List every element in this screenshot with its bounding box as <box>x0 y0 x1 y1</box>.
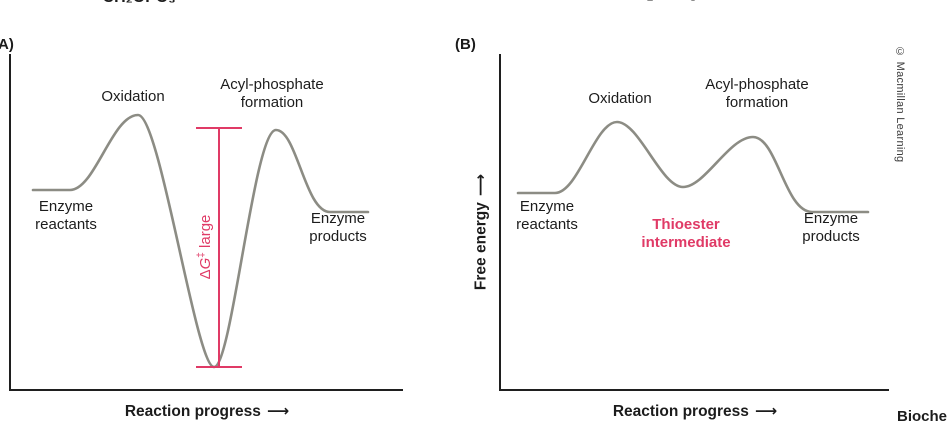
panel-a-acyl-line2: formation <box>240 94 304 111</box>
panel-a-top-formula: CH₂OPO₃²⁻ <box>103 0 190 7</box>
thioester-line2: intermediate <box>641 234 731 251</box>
panel-a-tag: (A) <box>0 36 14 53</box>
panel-a-products-line2: products <box>309 228 367 245</box>
panel-b-reactants-line1: Enzyme <box>519 198 575 215</box>
panel-b-y-axis-label: Free energy⟶ <box>472 173 490 291</box>
panel-b-x-axis-label: Reaction progress ⟶ <box>612 403 778 420</box>
up-arrow-icon: ⟶ <box>0 177 1 205</box>
panel-b-axes <box>499 54 889 391</box>
panel-b-products-line2: products <box>802 228 860 245</box>
g-symbol: G <box>197 257 214 270</box>
panel-a-y-axis-label: Free energy⟶ <box>0 177 2 293</box>
panel-b-top-formula: CH₂OPO₃ <box>623 0 696 5</box>
panel-b-reactants-label: Enzyme reactants <box>516 198 578 234</box>
panel-b-acyl-line1: Acyl-phosphate <box>705 76 809 93</box>
footer-text-fragment: Bioche <box>897 408 948 425</box>
right-arrow-icon: ⟶ <box>266 403 290 420</box>
panel-a-acyl-label: Acyl-phosphate formation <box>220 76 323 112</box>
thioester-intermediate-label: Thioester intermediate <box>641 216 730 252</box>
panel-b-tag: (B) <box>455 36 476 53</box>
panel-a-reactants-line2: reactants <box>35 216 97 233</box>
panel-b-products-line1: Enzyme <box>803 210 859 227</box>
delta-g-span-line <box>196 127 242 368</box>
double-dagger: ‡ <box>196 252 207 258</box>
panel-a-acyl-line1: Acyl-phosphate <box>220 76 324 93</box>
up-arrow-icon: ⟶ <box>472 173 490 197</box>
panel-a-x-axis-label: Reaction progress ⟶ <box>124 403 290 420</box>
panel-a-products-label: Enzyme products <box>309 210 367 246</box>
panel-b-products-label: Enzyme products <box>802 210 860 246</box>
right-arrow-icon: ⟶ <box>754 403 778 420</box>
panel-b-acyl-line2: formation <box>725 94 789 111</box>
panel-a-reactants-label: Enzyme reactants <box>35 198 97 234</box>
thioester-line1: Thioester <box>652 216 720 233</box>
panel-a-products-line1: Enzyme <box>310 210 366 227</box>
panel-b-energy-curve <box>516 120 870 214</box>
panel-b-reactants-line2: reactants <box>516 216 578 233</box>
delta-g-annotation: ΔG‡ large <box>196 215 214 280</box>
panel-a-oxidation-label: Oxidation <box>101 88 165 105</box>
panel-b-acyl-label: Acyl-phosphate formation <box>705 76 808 112</box>
panel-b-oxidation-label: Oxidation <box>588 90 652 107</box>
panel-a-reactants-line1: Enzyme <box>38 198 94 215</box>
delta-symbol: Δ <box>197 269 214 280</box>
publisher-credit: © Macmillan Learning <box>894 46 906 163</box>
delta-g-word: large <box>197 214 214 253</box>
panel-a-axes <box>9 54 403 391</box>
